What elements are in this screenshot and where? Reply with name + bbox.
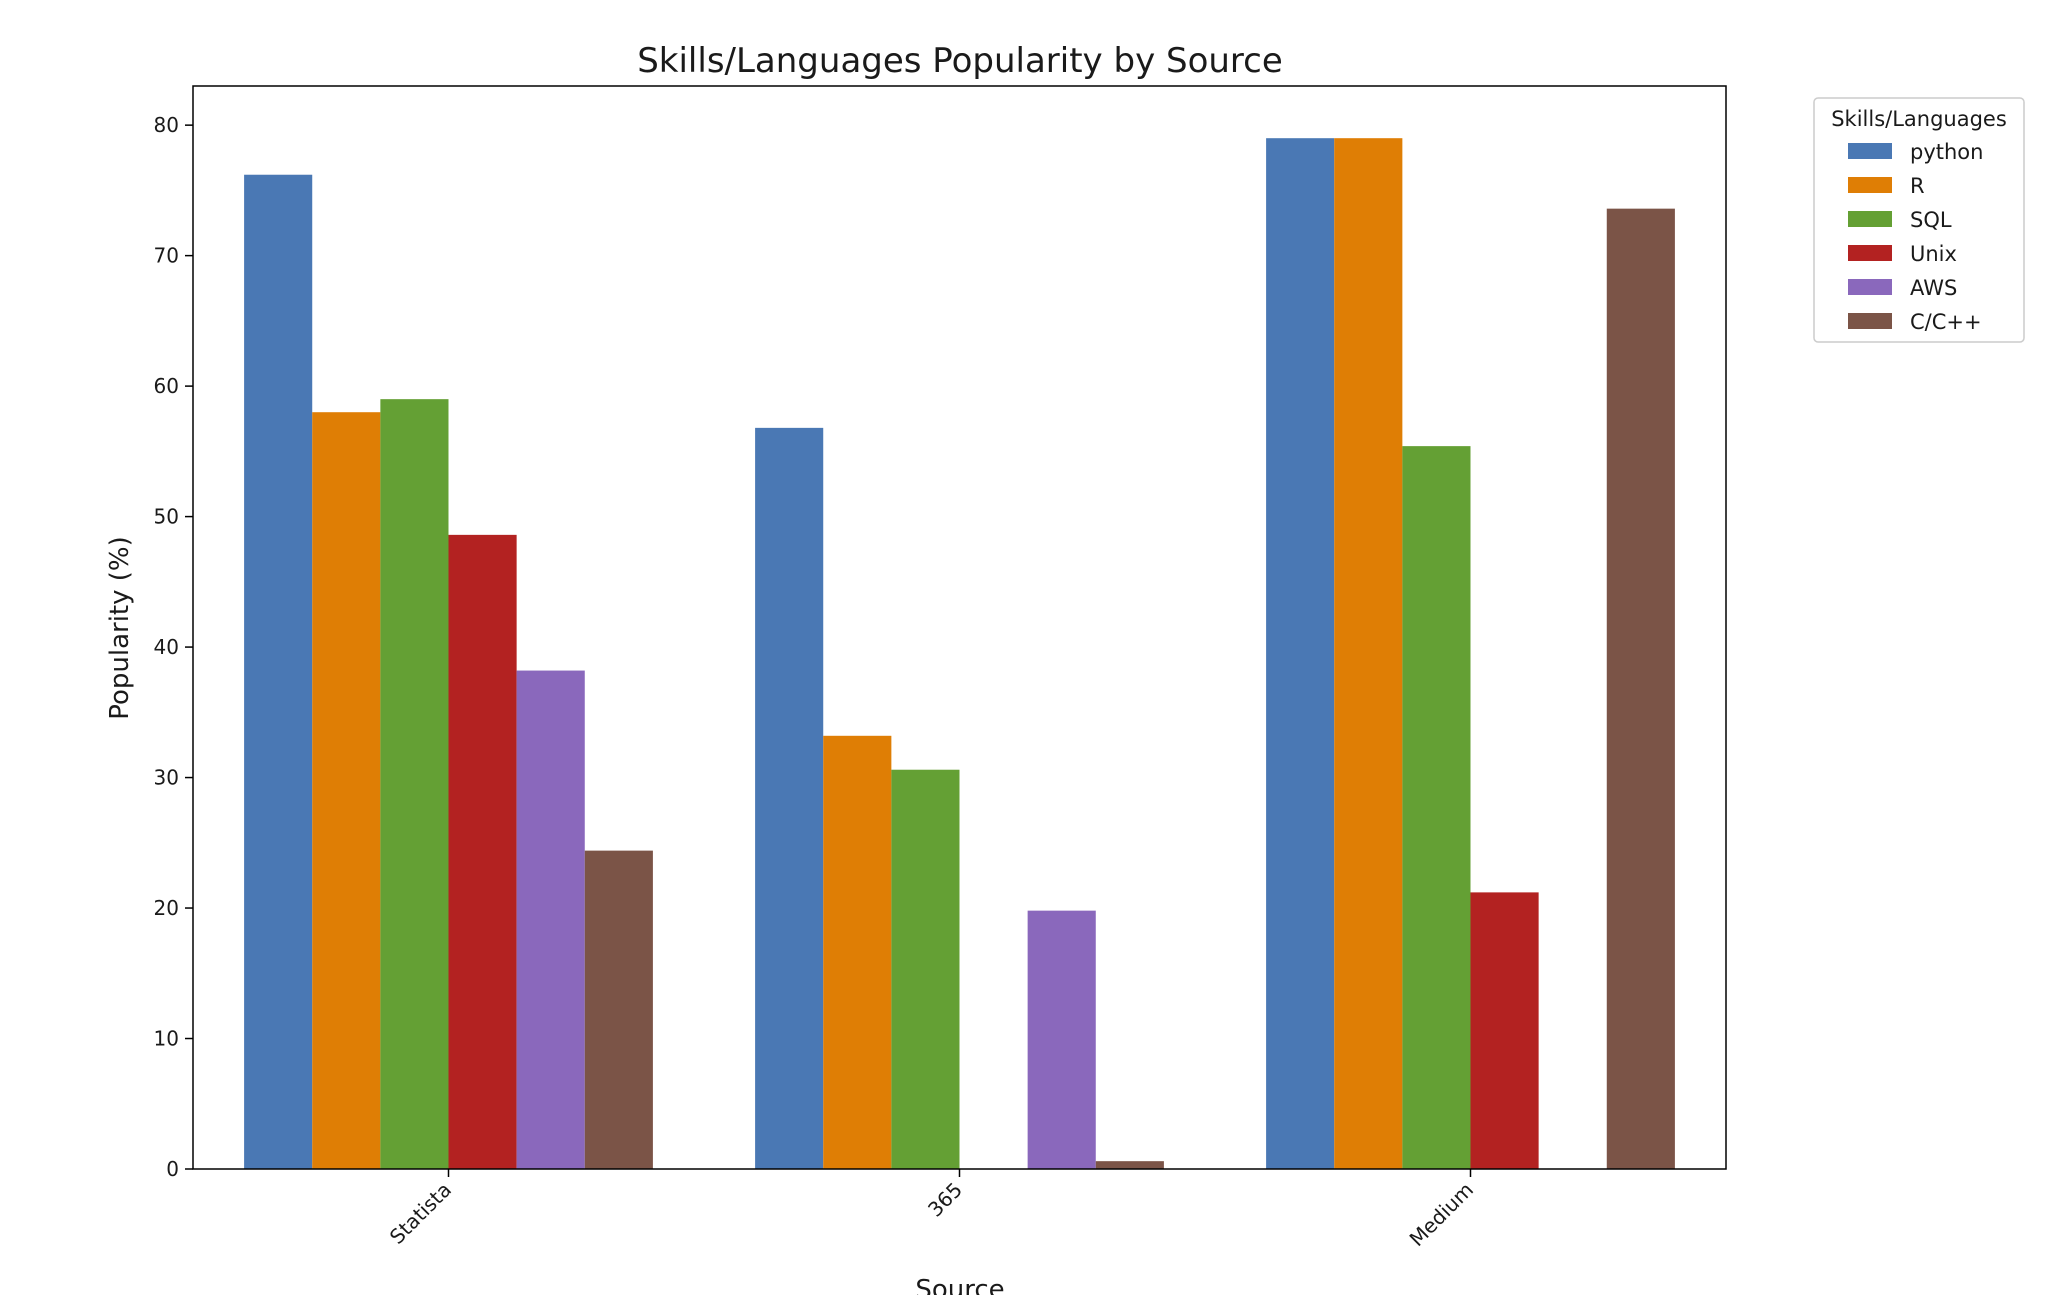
y-axis-label: Popularity (%) — [105, 536, 135, 720]
legend-swatch — [1848, 313, 1892, 329]
bar-cc-statista — [584, 850, 653, 1169]
bar-r-365 — [823, 735, 892, 1169]
legend-label: python — [1910, 140, 1983, 164]
x-axis: Statista 365 Medium — [385, 1169, 1478, 1251]
bar-sql-statista — [380, 399, 449, 1169]
legend-swatch — [1848, 245, 1892, 261]
bar-unix-statista — [448, 534, 517, 1169]
y-tick-label: 10 — [154, 1027, 179, 1051]
bar-python-365 — [755, 427, 824, 1169]
legend-label: C/C++ — [1910, 310, 1982, 334]
legend-swatch — [1848, 143, 1892, 159]
bar-cc-365 — [1095, 1161, 1164, 1169]
x-axis-label: Source — [915, 1275, 1004, 1295]
y-tick-label: 0 — [166, 1157, 179, 1181]
bar-aws-statista — [516, 670, 585, 1169]
bar-python-medium — [1266, 138, 1335, 1170]
y-tick-label: 60 — [154, 374, 179, 398]
legend-swatch — [1848, 211, 1892, 227]
legend-title: Skills/Languages — [1831, 107, 2007, 131]
bar-unix-medium — [1470, 892, 1539, 1169]
y-axis: 0 10 20 30 40 50 60 70 80 — [154, 113, 193, 1181]
x-tick-label: Statista — [385, 1178, 456, 1249]
bar-python-statista — [244, 174, 313, 1169]
legend-label: AWS — [1910, 276, 1957, 300]
y-tick-label: 80 — [154, 113, 179, 137]
chart-title: Skills/Languages Popularity by Source — [637, 41, 1283, 81]
y-tick-label: 40 — [154, 635, 179, 659]
bar-sql-365 — [891, 769, 960, 1169]
x-tick-label: 365 — [923, 1178, 967, 1222]
bar-aws-365 — [1027, 910, 1096, 1169]
legend-label: SQL — [1910, 208, 1952, 232]
plot-frame — [192, 85, 1727, 1170]
y-tick-label: 30 — [154, 766, 179, 790]
legend-label: Unix — [1910, 242, 1957, 266]
legend-swatch — [1848, 177, 1892, 193]
y-tick-label: 70 — [154, 244, 179, 268]
bar-r-medium — [1334, 138, 1403, 1170]
legend-swatch — [1848, 279, 1892, 295]
legend: Skills/Languages python R SQL Unix AWS C/C++ — [1813, 97, 2025, 343]
y-tick-label: 50 — [154, 505, 179, 529]
bar-r-statista — [312, 412, 381, 1169]
bars-group — [244, 138, 1675, 1170]
bar-cc-medium — [1606, 208, 1675, 1169]
bar-sql-medium — [1402, 446, 1471, 1169]
y-tick-label: 20 — [154, 896, 179, 920]
legend-items: python R SQL Unix AWS C/C++ — [1848, 140, 1983, 334]
x-tick-label: Medium — [1405, 1178, 1479, 1252]
legend-label: R — [1910, 174, 1925, 198]
